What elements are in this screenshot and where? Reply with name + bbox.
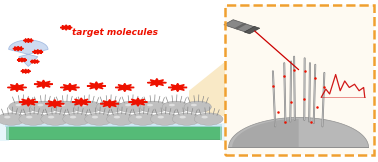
Circle shape — [194, 113, 223, 125]
Polygon shape — [0, 123, 9, 141]
Circle shape — [96, 101, 124, 113]
Polygon shape — [147, 79, 166, 87]
Circle shape — [15, 104, 22, 106]
Circle shape — [92, 116, 98, 118]
Circle shape — [26, 116, 33, 118]
Circle shape — [9, 101, 36, 113]
Polygon shape — [115, 83, 134, 92]
Polygon shape — [30, 60, 39, 64]
Polygon shape — [220, 123, 231, 141]
Polygon shape — [232, 119, 299, 147]
Polygon shape — [33, 50, 43, 54]
Polygon shape — [13, 46, 23, 51]
Circle shape — [41, 113, 70, 125]
Circle shape — [150, 113, 179, 125]
Circle shape — [85, 113, 113, 125]
Polygon shape — [189, 62, 225, 117]
Circle shape — [48, 116, 54, 118]
Polygon shape — [87, 82, 106, 90]
Polygon shape — [100, 100, 119, 108]
Polygon shape — [34, 80, 53, 88]
Circle shape — [53, 101, 80, 113]
Bar — [225, 5, 374, 155]
Circle shape — [0, 113, 26, 125]
Polygon shape — [5, 124, 222, 127]
Circle shape — [180, 116, 186, 118]
Polygon shape — [19, 98, 38, 106]
Circle shape — [19, 113, 48, 125]
Circle shape — [184, 101, 211, 113]
Circle shape — [147, 104, 153, 106]
Circle shape — [103, 104, 109, 106]
Polygon shape — [9, 40, 48, 66]
Circle shape — [63, 113, 91, 125]
Circle shape — [191, 104, 197, 106]
Bar — [225, 5, 374, 155]
Circle shape — [107, 113, 135, 125]
Circle shape — [81, 104, 87, 106]
Polygon shape — [23, 38, 33, 43]
Circle shape — [118, 101, 146, 113]
Circle shape — [162, 101, 189, 113]
Bar — [234, 23, 247, 29]
Circle shape — [129, 113, 157, 125]
Circle shape — [169, 104, 175, 106]
Polygon shape — [129, 98, 147, 106]
Circle shape — [125, 104, 131, 106]
Polygon shape — [21, 69, 31, 73]
Circle shape — [74, 101, 102, 113]
Circle shape — [4, 116, 11, 118]
Circle shape — [37, 104, 43, 106]
Polygon shape — [60, 83, 79, 92]
Polygon shape — [45, 100, 64, 108]
Bar — [224, 20, 256, 32]
Circle shape — [158, 116, 164, 118]
Polygon shape — [229, 117, 369, 147]
Text: target molecules: target molecules — [72, 28, 158, 37]
Circle shape — [136, 116, 142, 118]
Circle shape — [172, 113, 201, 125]
Circle shape — [70, 116, 76, 118]
Circle shape — [114, 116, 120, 118]
Polygon shape — [8, 83, 26, 92]
Polygon shape — [60, 25, 72, 30]
Polygon shape — [6, 126, 221, 139]
Polygon shape — [168, 83, 187, 92]
Circle shape — [31, 101, 58, 113]
Circle shape — [201, 116, 208, 118]
Polygon shape — [72, 98, 91, 106]
Circle shape — [140, 101, 167, 113]
Circle shape — [59, 104, 65, 106]
Polygon shape — [17, 58, 27, 62]
Bar — [244, 26, 260, 34]
